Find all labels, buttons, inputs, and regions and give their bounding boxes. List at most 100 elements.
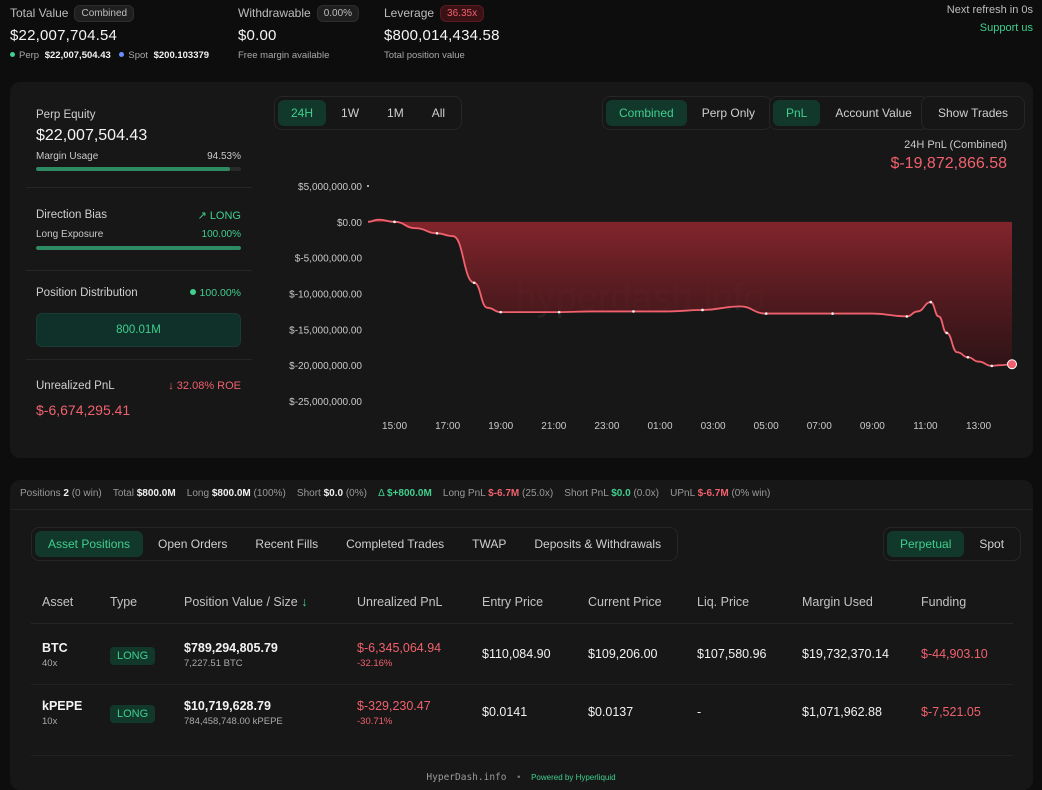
entry-price: $110,084.90	[482, 647, 551, 661]
pnl-point	[701, 308, 704, 312]
support-link[interactable]: Support us	[979, 22, 1033, 34]
type-badge: LONG	[110, 705, 156, 723]
position-distribution-pct: 100.00%	[189, 287, 241, 299]
margin-used: $1,071,962.88	[802, 705, 882, 719]
long-exposure-bar	[36, 246, 241, 250]
long-exposure-value: 100.00%	[201, 229, 241, 240]
trend-up-icon: ↗	[197, 210, 207, 222]
pnl-point	[393, 220, 396, 224]
col-unrealized-pnl[interactable]: Unrealized PnL	[357, 595, 443, 609]
pnl-point	[945, 331, 948, 335]
col-margin-used[interactable]: Margin Used	[802, 595, 873, 609]
show-trades-button[interactable]: Show Trades	[938, 106, 1009, 120]
y-tick-label: $0.00	[337, 218, 362, 229]
pnl-point	[632, 310, 635, 313]
metric-selector: PnL Account Value	[769, 96, 929, 130]
footer-sep: •	[517, 772, 521, 783]
leverage-pill: 36.35x	[440, 5, 485, 22]
long-pnl-note: (25.0x)	[522, 488, 554, 499]
spot-label: Spot	[128, 50, 148, 61]
current-price: $0.0137	[588, 705, 634, 719]
spot-dot-icon	[119, 52, 125, 57]
perp-equity-value: $22,007,504.43	[36, 127, 148, 144]
col-current-price[interactable]: Current Price	[588, 595, 662, 609]
entry-price: $0.0141	[482, 705, 528, 719]
perp-dot-icon	[10, 52, 15, 57]
total-value-stat: $800.0M	[136, 488, 176, 499]
range-all-button[interactable]: All	[431, 106, 446, 120]
short-pnl-label: Short PnL	[564, 488, 609, 499]
tab-open-orders[interactable]: Open Orders	[158, 537, 228, 551]
divider	[26, 270, 252, 271]
col-position-value[interactable]: Position Value / Size ↓	[184, 595, 307, 609]
range-1w-button[interactable]: 1W	[341, 106, 360, 120]
pnl-button[interactable]: PnL	[773, 100, 821, 126]
combined-button[interactable]: Combined	[606, 100, 687, 126]
col-asset[interactable]: Asset	[42, 595, 74, 609]
pnl-value: $-19,872,866.58	[890, 155, 1007, 172]
margin-usage-fill	[36, 167, 230, 171]
divider	[31, 623, 1013, 624]
position-value: $10,719,628.79	[184, 699, 271, 713]
pnl-line	[367, 218, 1013, 367]
footer-powered[interactable]: Powered by Hyperliquid	[531, 773, 616, 782]
x-tick-label: 23:00	[594, 421, 619, 432]
tab-asset-positions[interactable]: Asset Positions	[35, 531, 144, 557]
y-tick-label: $5,000,000.00	[298, 182, 362, 193]
tab-deposits-withdrawals[interactable]: Deposits & Withdrawals	[534, 537, 662, 551]
perp-label: Perp	[19, 50, 40, 61]
asset-name[interactable]: BTC	[42, 641, 68, 655]
x-tick-label: 17:00	[435, 421, 460, 432]
pnl-point	[472, 281, 476, 285]
pnl-point	[557, 310, 561, 314]
margin-usage-label: Margin Usage	[36, 151, 99, 162]
col-funding[interactable]: Funding	[921, 595, 967, 609]
funding: $-7,521.05	[921, 705, 981, 719]
upnl-note: (0% win)	[731, 488, 771, 499]
divider	[26, 359, 252, 360]
position-tabs: Asset Positions Open Orders Recent Fills…	[31, 527, 679, 561]
unrealized-pnl-label: Unrealized PnL	[36, 380, 115, 392]
x-tick-label: 09:00	[860, 421, 885, 432]
refresh-block: Next refresh in 0s Support us	[947, 4, 1033, 34]
col-liq-price[interactable]: Liq. Price	[697, 595, 750, 609]
tab-recent-fills[interactable]: Recent Fills	[255, 537, 319, 551]
direction-bias-value-wrap: ↗ LONG	[198, 209, 241, 222]
unrealized-pnl-pct: -30.71%	[357, 716, 393, 727]
long-pnl-value: $-6.7M	[488, 488, 520, 499]
footer-site[interactable]: HyperDash.info	[426, 772, 507, 783]
direction-bias-label: Direction Bias	[36, 209, 107, 221]
pnl-point	[905, 315, 909, 318]
tab-completed-trades[interactable]: Completed Trades	[346, 537, 445, 551]
col-type[interactable]: Type	[110, 595, 138, 609]
distribution-bar[interactable]: 800.01M	[36, 313, 241, 347]
arrow-down-icon: ↓	[168, 380, 174, 392]
perp-only-button[interactable]: Perp Only	[701, 106, 756, 120]
leverage-sub: Total position value	[384, 50, 465, 61]
position-size: 7,227.51 BTC	[184, 658, 243, 669]
leverage-label: Leverage	[384, 6, 435, 20]
tab-perpetual[interactable]: Perpetual	[887, 531, 965, 557]
spot-value: $200.103379	[153, 50, 210, 61]
divider	[26, 187, 252, 188]
unrealized-pnl: $-6,345,064.94	[357, 641, 442, 655]
combined-pill[interactable]: Combined	[74, 5, 135, 22]
asset-name[interactable]: kPEPE	[42, 699, 83, 713]
footer: HyperDash.info • Powered by Hyperliquid	[0, 772, 1042, 783]
upnl-value: $-6.7M	[697, 488, 729, 499]
unrealized-pnl-pct: -32.16%	[357, 658, 393, 669]
short-label: Short	[296, 488, 321, 499]
tab-twap[interactable]: TWAP	[472, 537, 507, 551]
pnl-chart[interactable]: hyperdash.info$5,000,000.00$0.00$-5,000,…	[270, 170, 1030, 440]
withdrawable-label: Withdrawable	[238, 6, 311, 20]
stats-strip: Positions 2 (0 win) Total $800.0M Long $…	[20, 488, 770, 499]
tab-spot[interactable]: Spot	[979, 537, 1005, 551]
y-tick-label: $-15,000,000.00	[289, 325, 362, 336]
range-1m-button[interactable]: 1M	[387, 106, 404, 120]
col-entry-price[interactable]: Entry Price	[482, 595, 544, 609]
range-24h-button[interactable]: 24H	[278, 100, 327, 126]
pnl-point	[966, 355, 970, 359]
long-exposure-label: Long Exposure	[36, 229, 104, 240]
account-value-button[interactable]: Account Value	[835, 106, 912, 120]
pnl-point	[929, 300, 933, 304]
